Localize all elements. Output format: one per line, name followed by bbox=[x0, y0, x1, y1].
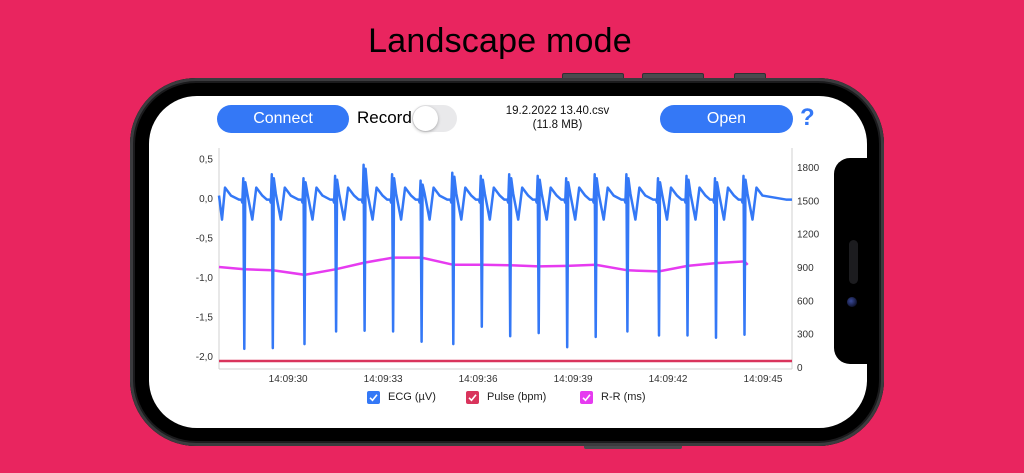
rr-series-line bbox=[218, 256, 749, 277]
axis-tick-label: -1,0 bbox=[196, 273, 214, 284]
legend-rr-label: R-R (ms) bbox=[601, 391, 646, 403]
file-info: 19.2.2022 13.40.csv (11.8 MB) bbox=[490, 104, 625, 132]
axis-tick-label: 14:09:30 bbox=[269, 374, 308, 385]
axis-tick-label: 1200 bbox=[797, 230, 820, 241]
axis-tick-label: 900 bbox=[797, 263, 814, 274]
axis-tick-label: 14:09:39 bbox=[554, 374, 593, 385]
record-toggle[interactable] bbox=[412, 105, 457, 132]
speaker-grille bbox=[849, 240, 858, 284]
axis-tick-label: -2,0 bbox=[196, 352, 214, 363]
rr-checkbox-icon[interactable] bbox=[580, 390, 593, 404]
toggle-knob bbox=[413, 106, 438, 131]
ecg-series-line bbox=[217, 163, 792, 351]
axis-tick-label: -1,5 bbox=[196, 313, 214, 324]
axis-tick-label: 14:09:42 bbox=[649, 374, 688, 385]
page-heading: Landscape mode bbox=[368, 22, 632, 60]
side-button bbox=[584, 445, 682, 449]
file-size: (11.8 MB) bbox=[532, 119, 583, 131]
axis-tick-label: 0,0 bbox=[199, 194, 213, 205]
legend-ecg-label: ECG (µV) bbox=[388, 391, 436, 403]
pulse-checkbox-icon[interactable] bbox=[466, 390, 479, 404]
legend-rr[interactable]: R-R (ms) bbox=[580, 388, 646, 406]
y-axis-right-labels: 1800 1500 1200 900 600 300 0 bbox=[797, 163, 820, 374]
help-icon[interactable]: ? bbox=[800, 104, 815, 131]
axis-tick-label: 14:09:33 bbox=[364, 374, 403, 385]
axis-tick-label: 14:09:36 bbox=[459, 374, 498, 385]
legend-ecg[interactable]: ECG (µV) bbox=[367, 388, 436, 406]
ecg-checkbox-icon[interactable] bbox=[367, 390, 380, 404]
axis-tick-label: 14:09:45 bbox=[744, 374, 783, 385]
axis-tick-label: 300 bbox=[797, 330, 814, 341]
app-screen bbox=[149, 96, 867, 428]
axis-tick-label: 1500 bbox=[797, 196, 820, 207]
legend-pulse-label: Pulse (bpm) bbox=[487, 391, 547, 403]
axis-tick-label: -0,5 bbox=[196, 234, 214, 245]
chart-axes bbox=[218, 148, 793, 370]
front-camera bbox=[847, 297, 857, 307]
legend-pulse[interactable]: Pulse (bpm) bbox=[466, 388, 546, 406]
axis-tick-label: 0 bbox=[797, 363, 803, 374]
y-axis-left-labels: 0,5 0,0 -0,5 -1,0 -1,5 -2,0 bbox=[196, 155, 214, 364]
x-axis-labels: 14:09:30 14:09:33 14:09:36 14:09:39 14:09:42… bbox=[269, 374, 783, 385]
axis-tick-label: 0,5 bbox=[199, 155, 213, 166]
connect-button[interactable]: Connect bbox=[217, 105, 349, 133]
open-button[interactable]: Open bbox=[660, 105, 793, 133]
axis-tick-label: 600 bbox=[797, 296, 814, 307]
axis-tick-label: 1800 bbox=[797, 163, 820, 174]
file-name: 19.2.2022 13.40.csv bbox=[505, 105, 610, 117]
record-label: Record bbox=[357, 108, 412, 127]
